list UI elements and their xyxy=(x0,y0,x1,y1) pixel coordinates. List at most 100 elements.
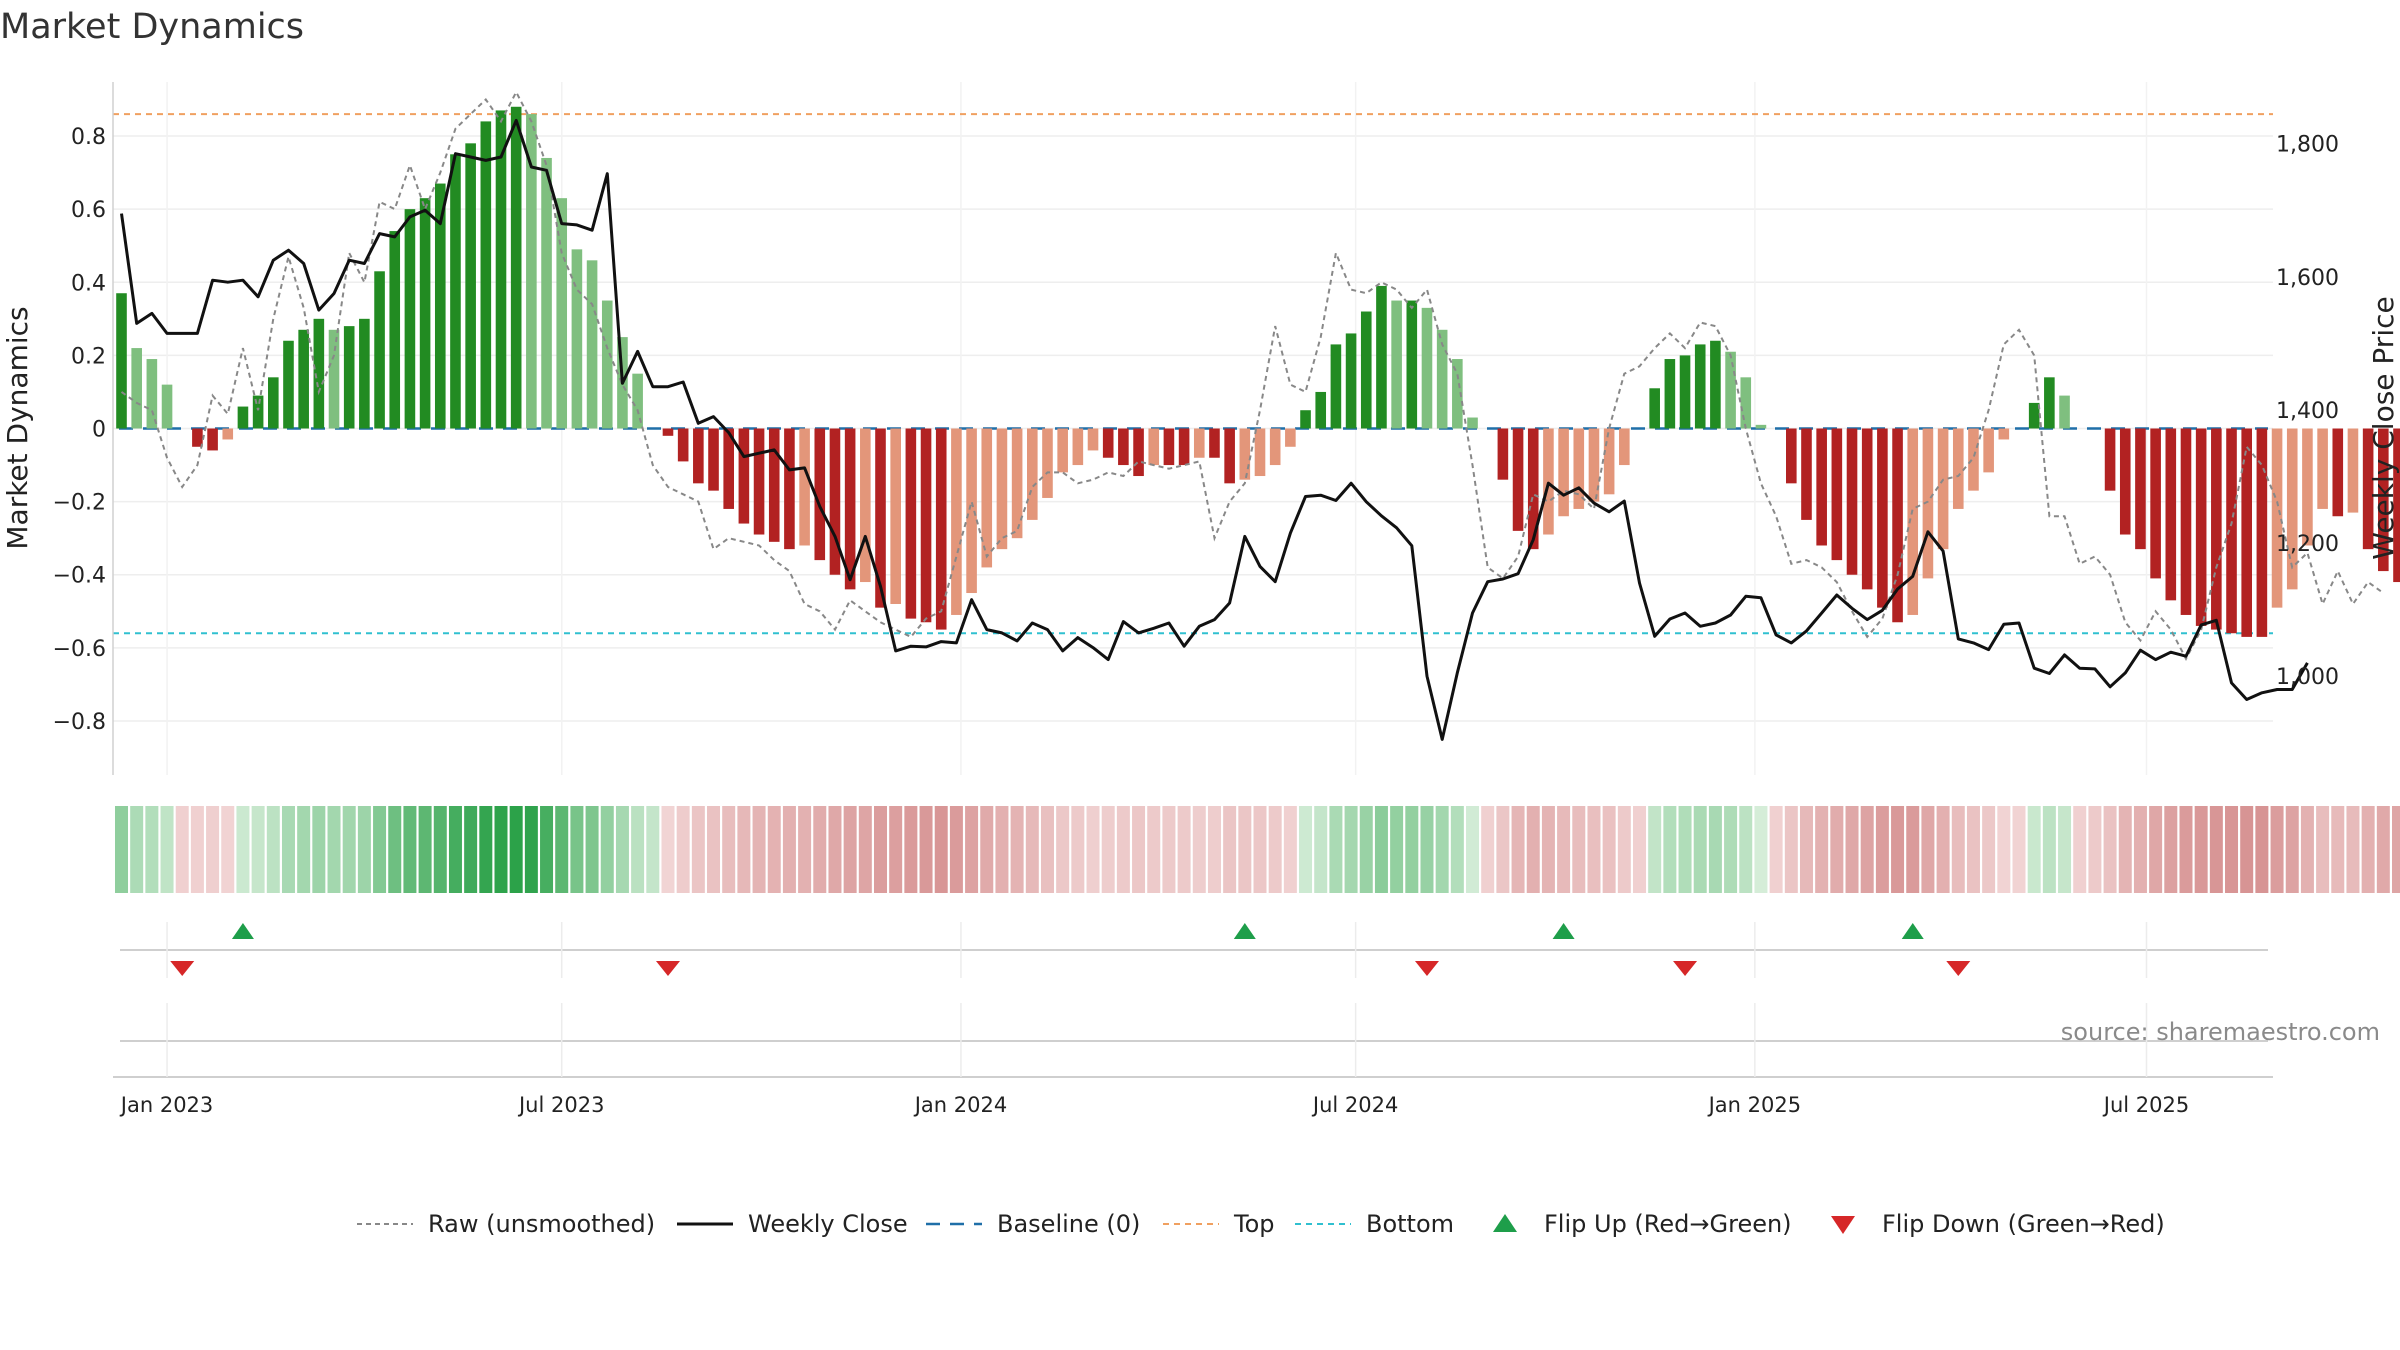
heat-cell-55 xyxy=(949,806,963,893)
heat-cell-41 xyxy=(737,806,751,893)
heat-cell-36 xyxy=(661,806,675,893)
heat-cell-11 xyxy=(281,806,295,893)
dynamics-bar-8 xyxy=(237,406,249,429)
heat-cell-77 xyxy=(1283,806,1297,893)
dynamics-bar-21 xyxy=(434,183,446,429)
date-panel xyxy=(113,1003,2273,1078)
dynamics-bar-83 xyxy=(1376,285,1387,429)
heat-cell-140 xyxy=(2240,806,2254,893)
legend-swatch-flip-up xyxy=(1493,1214,1517,1232)
left-axis-ticks: 0.8 0.6 0.4 0.2 0 −0.2 −0.4 −0.6 −0.8 xyxy=(53,125,106,735)
dynamics-bar-45 xyxy=(799,428,810,546)
left-tick-label-5: −0.2 xyxy=(53,491,106,516)
heat-cell-139 xyxy=(2225,806,2239,893)
dynamics-bar-105 xyxy=(1710,340,1721,429)
heat-cell-68 xyxy=(1147,806,1161,893)
heat-cell-125 xyxy=(2012,806,2026,893)
dynamics-bar-17 xyxy=(374,271,385,429)
heat-cell-86 xyxy=(1420,806,1434,893)
heat-cell-60 xyxy=(1025,806,1039,893)
heat-cell-28 xyxy=(540,806,554,893)
heat-cell-81 xyxy=(1344,806,1358,893)
dynamics-bar-132 xyxy=(2119,428,2131,535)
right-axis-title: Weekly Close Price xyxy=(2367,296,2400,559)
dynamics-bar-22 xyxy=(450,154,461,429)
dynamics-bar-111 xyxy=(1801,428,1812,520)
dynamics-bar-91 xyxy=(1497,428,1509,480)
dynamics-bar-63 xyxy=(1072,428,1084,466)
heat-cell-73 xyxy=(1223,806,1237,893)
heat-cell-9 xyxy=(251,806,265,893)
dynamics-bar-120 xyxy=(1937,428,1949,550)
dynamics-bar-133 xyxy=(2135,428,2146,550)
dynamics-bar-147 xyxy=(2347,428,2359,513)
heat-cell-62 xyxy=(1056,806,1070,893)
dynamics-bar-56 xyxy=(966,428,977,594)
dynamics-bar-118 xyxy=(1907,428,1919,615)
heat-cell-94 xyxy=(1541,806,1555,893)
dynamics-bar-80 xyxy=(1330,344,1342,429)
dynamics-bar-116 xyxy=(1877,428,1888,608)
heat-cell-56 xyxy=(965,806,979,893)
heat-cell-131 xyxy=(2103,806,2117,893)
right-tick-label-2: 1,400 xyxy=(2276,399,2339,424)
dynamics-bar-92 xyxy=(1512,428,1524,531)
heat-cell-63 xyxy=(1071,806,1085,893)
dynamics-bar-135 xyxy=(2165,428,2177,601)
dynamics-bar-70 xyxy=(1178,428,1190,466)
dynamics-bar-89 xyxy=(1467,417,1478,429)
dynamics-bar-14 xyxy=(328,329,340,429)
dynamics-bar-86 xyxy=(1421,307,1433,429)
dynamics-bar-34 xyxy=(632,373,643,429)
heat-cell-115 xyxy=(1860,806,1874,893)
heat-cell-95 xyxy=(1557,806,1571,893)
dynamics-bar-25 xyxy=(495,110,507,429)
dynamics-bar-51 xyxy=(890,428,901,604)
heat-cell-109 xyxy=(1769,806,1783,893)
left-tick-label-1: 0.6 xyxy=(71,198,106,223)
heat-cell-134 xyxy=(2149,806,2163,893)
dynamics-bar-119 xyxy=(1922,428,1934,579)
dynamics-bar-144 xyxy=(2302,428,2313,546)
dynamics-bar-97 xyxy=(1588,428,1600,502)
heat-cell-43 xyxy=(767,806,781,893)
heat-cell-102 xyxy=(1663,806,1677,893)
heat-cell-93 xyxy=(1526,806,1540,893)
flip-down-marker-0 xyxy=(170,961,195,976)
dynamics-bar-88 xyxy=(1452,359,1463,429)
dynamics-bar-140 xyxy=(2241,428,2252,637)
x-tick-label-1: Jul 2023 xyxy=(517,1093,604,1117)
flip-up-marker-0 xyxy=(231,923,254,939)
legend-label-top: Top xyxy=(1233,1210,1275,1238)
heat-cell-76 xyxy=(1268,806,1282,893)
dynamics-bar-84 xyxy=(1391,300,1402,429)
x-tick-label-2: Jan 2024 xyxy=(913,1093,1008,1117)
dynamics-bar-77 xyxy=(1285,428,1296,447)
heat-cell-74 xyxy=(1238,806,1252,893)
heat-cell-121 xyxy=(1951,806,1965,893)
heat-cell-85 xyxy=(1405,806,1419,893)
raw-line xyxy=(120,89,2384,661)
heat-cell-7 xyxy=(221,806,235,893)
dynamics-bar-145 xyxy=(2317,428,2328,509)
dynamics-bar-131 xyxy=(2104,428,2116,491)
dynamics-bar-57 xyxy=(981,428,993,568)
legend-label-bottom: Bottom xyxy=(1366,1210,1454,1238)
dynamics-bar-94 xyxy=(1543,428,1554,535)
heat-cell-5 xyxy=(190,806,204,893)
dynamics-bar-32 xyxy=(601,300,613,429)
heat-cell-106 xyxy=(1724,806,1738,893)
dynamics-bar-59 xyxy=(1011,428,1023,539)
dynamics-bar-123 xyxy=(1983,428,1994,473)
legend-item-up: Flip Up (Red→Green) xyxy=(1493,1210,1792,1238)
flip-down-marker-1 xyxy=(655,961,680,976)
x-tick-label-5: Jul 2025 xyxy=(2102,1093,2189,1117)
dynamics-bar-76 xyxy=(1269,428,1281,466)
heat-cell-58 xyxy=(995,806,1009,893)
dynamics-bar-46 xyxy=(814,428,826,561)
dynamics-bar-24 xyxy=(480,121,492,429)
dynamics-bar-66 xyxy=(1118,428,1129,466)
dynamics-bar-103 xyxy=(1679,355,1691,429)
heat-cell-53 xyxy=(919,806,933,893)
